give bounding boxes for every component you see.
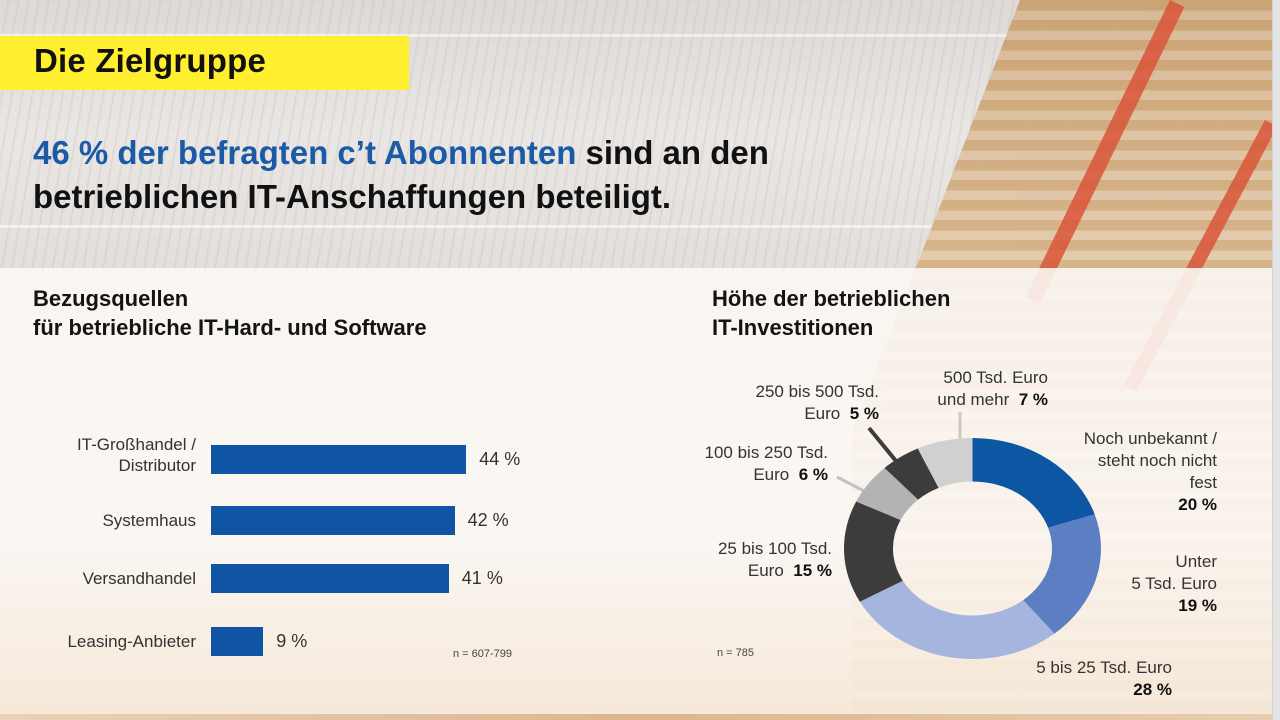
donut-value-label: 28 % <box>1133 680 1172 699</box>
donut-slice <box>856 467 919 520</box>
label-line: steht noch nicht <box>1097 451 1217 470</box>
bar-category-label: Leasing-Anbieter <box>67 631 196 652</box>
donut-label-500-plus: 500 Tsd. Euro und mehr 7 % <box>880 367 1048 411</box>
title-bar <box>0 36 409 90</box>
donut-label-25-100: 25 bis 100 Tsd. Euro 15 % <box>640 538 832 582</box>
donut-value-label: 15 % <box>793 561 832 580</box>
bar <box>211 506 455 535</box>
donut-value-label: 7 % <box>1018 390 1048 409</box>
label-line: 250 bis 500 Tsd. <box>755 382 880 401</box>
headline-rest: sind an den <box>576 134 769 171</box>
bar-value-label: 44 % <box>479 449 521 469</box>
label-line: 5 bis 25 Tsd. Euro <box>1036 658 1172 677</box>
bar-category-label-line: Leasing-Anbieter <box>67 632 196 651</box>
bar-category-label-line: Versandhandel <box>82 569 196 588</box>
label-line: Euro <box>753 465 790 484</box>
donut-slice <box>884 448 939 500</box>
donut-value-label: 19 % <box>1178 596 1217 615</box>
bar-category-label-line: Systemhaus <box>102 511 196 530</box>
bar-chart-note: n = 607-799 <box>453 648 513 660</box>
donut-value-label: 6 % <box>798 465 828 484</box>
donut-chart-note: n = 785 <box>717 647 755 659</box>
donut-label-5-25: 5 bis 25 Tsd. Euro 28 % <box>980 657 1172 701</box>
bar-chart-title-line1: Bezugsquellen <box>33 286 189 311</box>
donut-slice <box>859 580 1055 659</box>
bar-category-label-line: IT-Großhandel / <box>76 435 196 454</box>
donut-slice <box>917 438 973 488</box>
ceiling-beam <box>0 34 1272 37</box>
label-line: Euro <box>747 561 784 580</box>
headline-highlight: 46 % der befragten c’t Abonnenten <box>33 134 577 171</box>
donut-label-250-500: 250 bis 500 Tsd. Euro 5 % <box>680 381 880 425</box>
donut-value-label: 20 % <box>1178 495 1217 514</box>
headline-line2: betrieblichen IT-Anschaffungen beteiligt… <box>33 178 672 215</box>
label-line: 25 bis 100 Tsd. <box>717 539 832 558</box>
leader-line <box>836 475 865 493</box>
bar <box>211 445 467 474</box>
donut-slice <box>843 501 903 602</box>
donut-chart-title-line1: Höhe der betrieblichen <box>712 286 951 311</box>
donut-chart-title-line2: IT-Investitionen <box>712 315 874 340</box>
page-title: Die Zielgruppe <box>34 42 266 79</box>
headline: 46 % der befragten c’t Abonnenten sind a… <box>33 131 1133 219</box>
bar-value-label: 9 % <box>276 631 308 651</box>
bar-chart-title-line2: für betriebliche IT-Hard- und Software <box>33 315 427 340</box>
donut-label-100-250: 100 bis 250 Tsd. Euro 6 % <box>630 442 829 486</box>
donut-slice <box>1023 514 1101 634</box>
label-line: fest <box>1189 473 1217 492</box>
label-line: und mehr <box>937 390 1010 409</box>
bar-category-label: Systemhaus <box>102 510 196 531</box>
label-line: Euro <box>804 404 841 423</box>
donut-slice <box>972 438 1095 528</box>
label-line: Noch unbekannt / <box>1083 429 1217 448</box>
bar-value-label: 42 % <box>467 510 509 530</box>
donut-chart-title: Höhe der betrieblichen IT-Investitionen <box>712 284 950 342</box>
label-line: 100 bis 250 Tsd. <box>704 443 829 462</box>
label-line: 5 Tsd. Euro <box>1131 574 1217 593</box>
donut-value-label: 5 % <box>849 404 879 423</box>
bar-category-label: IT-Großhandel / Distributor <box>77 434 196 476</box>
leader-line <box>867 426 898 463</box>
label-line: Unter <box>1175 552 1217 571</box>
bar <box>211 564 449 593</box>
label-line: 500 Tsd. Euro <box>943 368 1048 387</box>
bar-chart-title: Bezugsquellen für betriebliche IT-Hard- … <box>33 284 427 342</box>
bottom-strip <box>0 714 1272 720</box>
bar-category-label-line: Distributor <box>118 456 196 475</box>
donut-label-unter-5: Unter 5 Tsd. Euro 19 % <box>1060 551 1217 617</box>
ceiling-beam <box>0 225 1272 228</box>
donut-label-unbekannt: Noch unbekannt / steht noch nicht fest 2… <box>1030 428 1217 516</box>
bar <box>211 627 264 656</box>
bar-category-label: Versandhandel <box>83 568 196 589</box>
right-edge-strip <box>1272 0 1280 720</box>
bar-value-label: 41 % <box>461 568 503 588</box>
